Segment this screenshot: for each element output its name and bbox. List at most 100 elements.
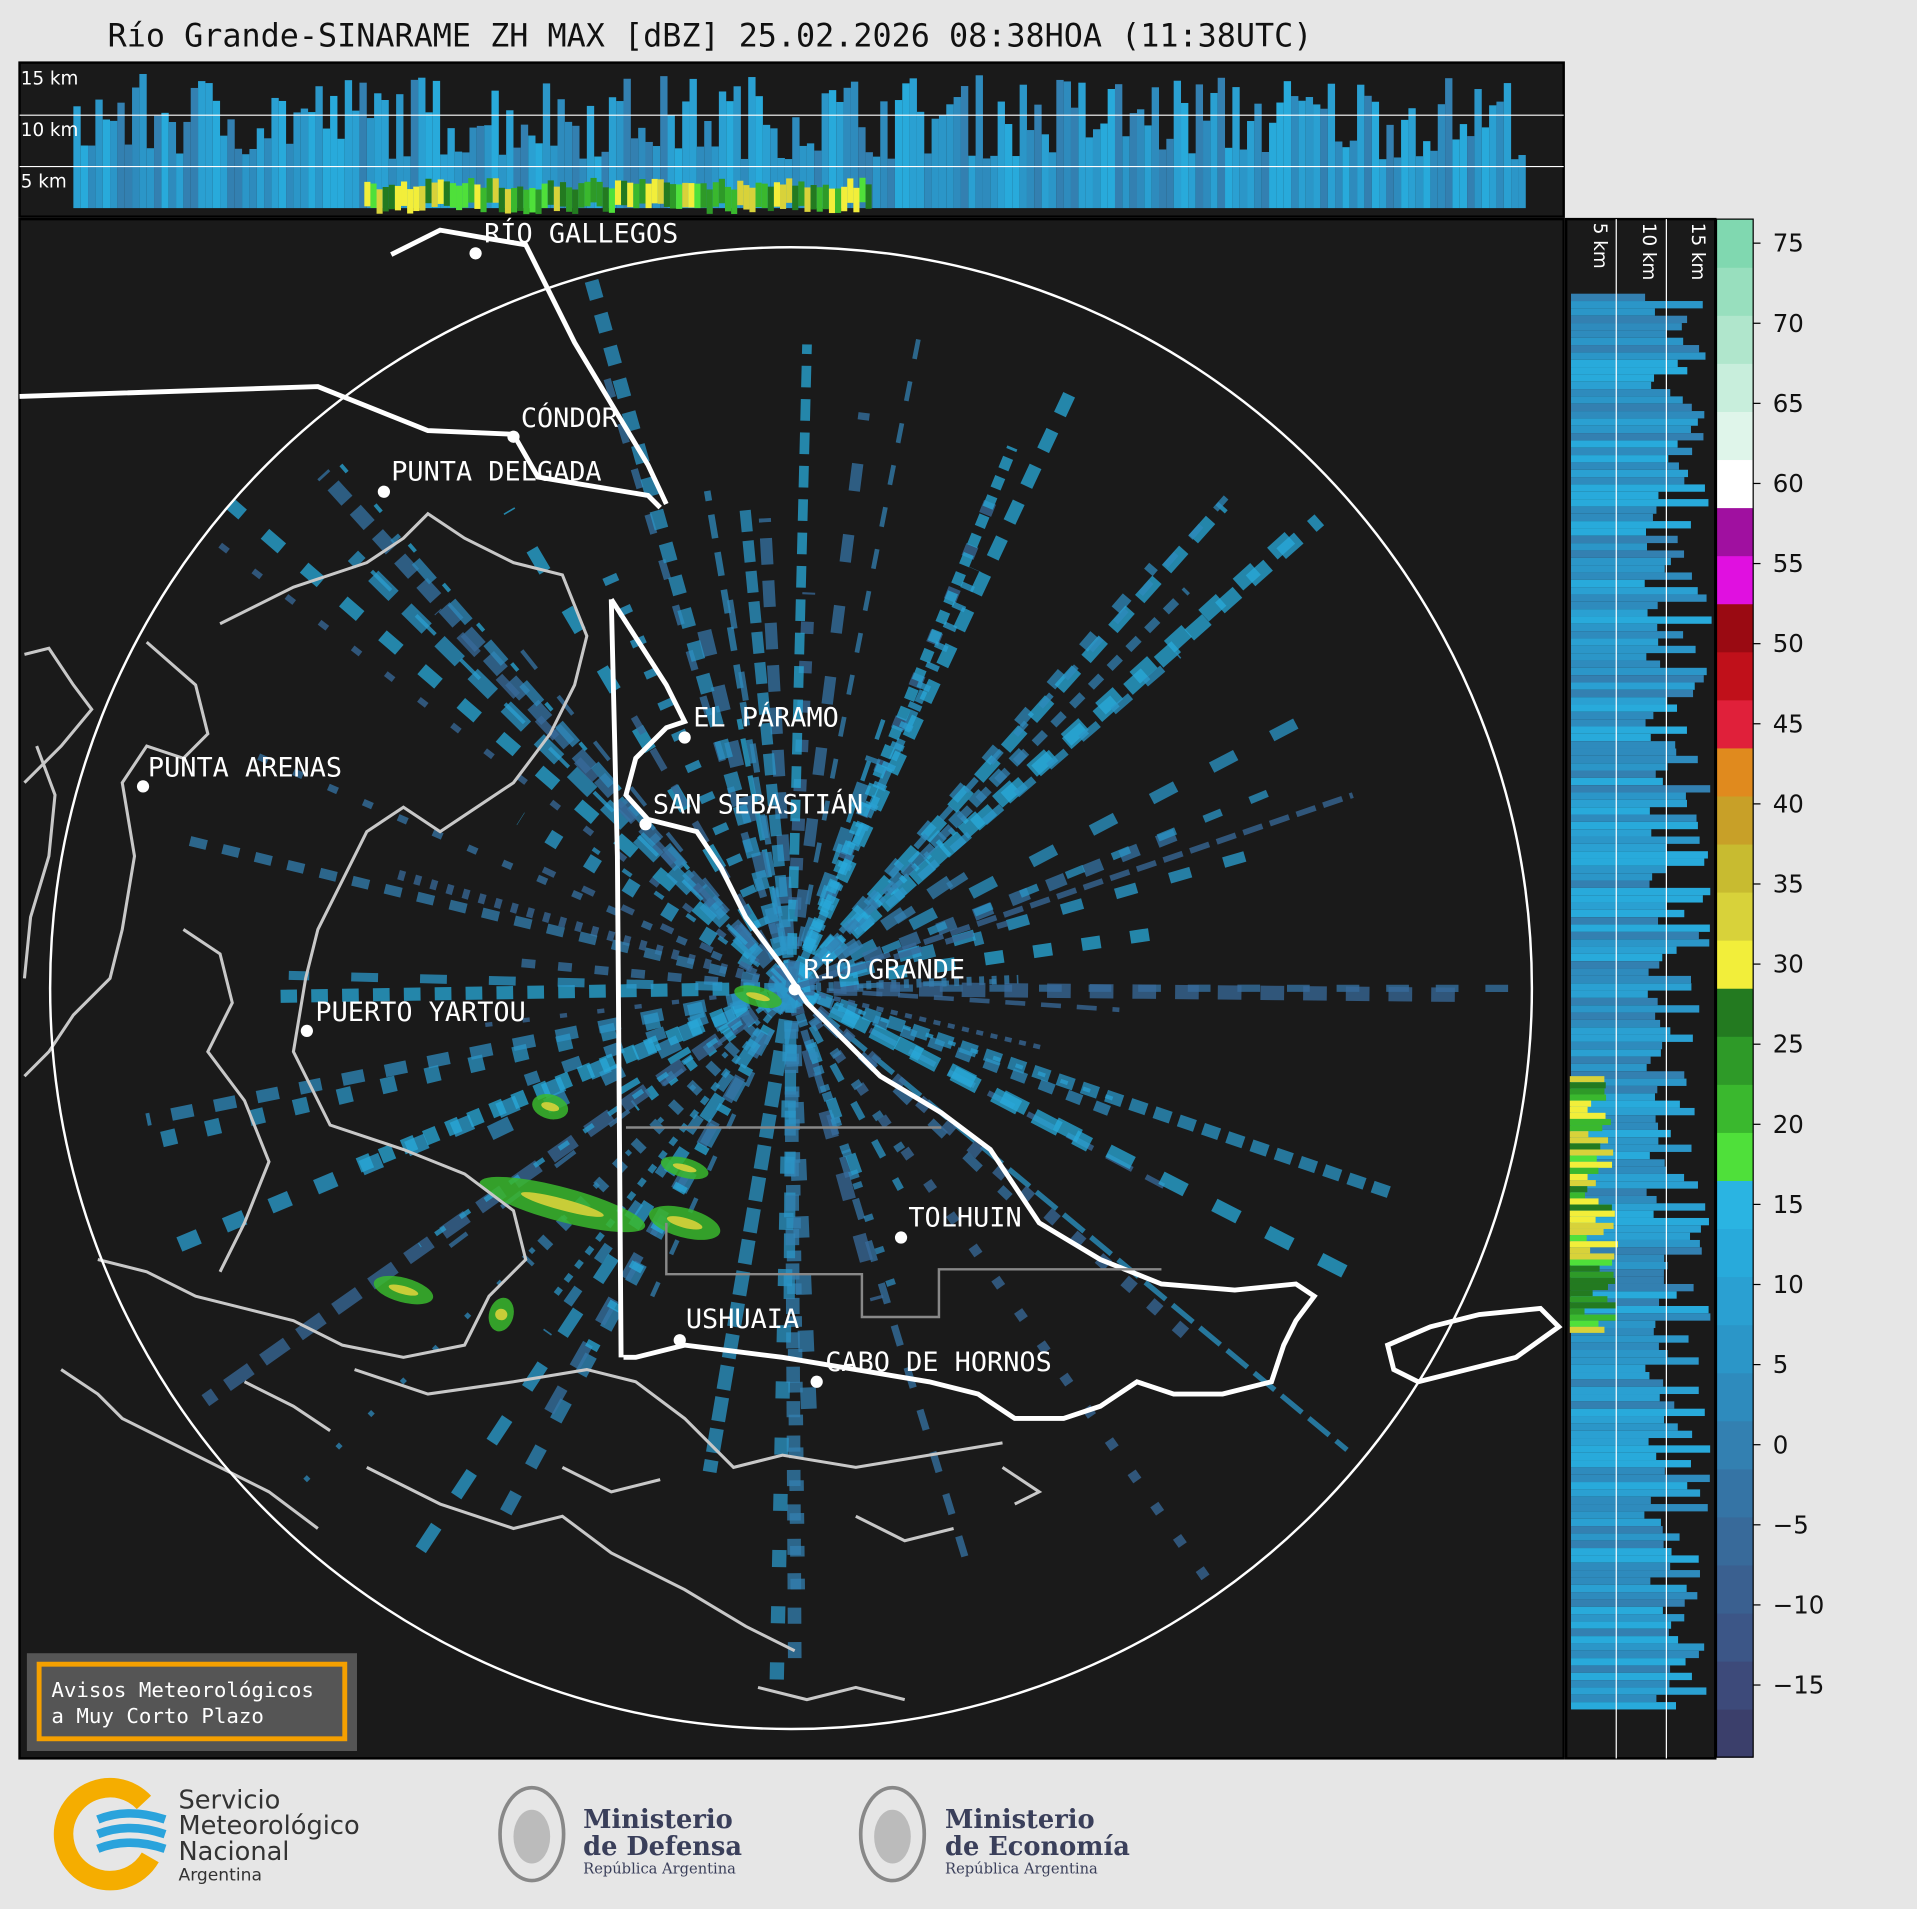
echo-core: [1569, 1222, 1614, 1229]
colorbar-tick-label: 75: [1773, 229, 1804, 258]
echo-row: [1571, 865, 1667, 874]
echo-column: [674, 148, 683, 209]
echo-row: [1571, 1416, 1665, 1424]
city-label: CABO DE HORNOS: [825, 1347, 1052, 1378]
echo-core: [1569, 1192, 1585, 1199]
echo-core: [841, 186, 848, 212]
echo-row: [1571, 895, 1703, 903]
echo-core: [749, 187, 756, 213]
echo-row: [1571, 440, 1678, 448]
echo-core: [755, 182, 762, 208]
echo-row: [1571, 1526, 1663, 1534]
echo-row: [1571, 1291, 1677, 1299]
radar-ray: [786, 514, 1325, 994]
echo-column: [1085, 137, 1093, 209]
echo-core: [596, 181, 603, 207]
echo-column: [498, 154, 507, 209]
echo-core: [712, 182, 719, 207]
echo-row: [1571, 814, 1697, 822]
echo-column: [608, 97, 617, 209]
radar-echoes: [135, 255, 1515, 1689]
echo-column: [1078, 82, 1086, 209]
echo-column: [1313, 104, 1321, 209]
radar-ray: [399, 984, 797, 1578]
echo-row: [1571, 374, 1655, 382]
echo-row: [1571, 491, 1659, 500]
echo-column: [1195, 84, 1204, 209]
colorbar-band: [1716, 363, 1754, 412]
legend-text: Avisos Meteorológicos: [51, 1678, 314, 1702]
echo-column: [359, 82, 367, 209]
echo-core: [1569, 1161, 1613, 1168]
echo-column: [1511, 159, 1519, 209]
echo-column: [102, 119, 111, 209]
echo-row: [1571, 609, 1648, 617]
echo-core: [792, 185, 799, 211]
echo-core: [1569, 1277, 1616, 1284]
echo-column: [1445, 78, 1453, 209]
echo-column: [916, 111, 925, 209]
echo-row: [1571, 1247, 1702, 1255]
city-dot: [678, 731, 691, 744]
echo-core: [1569, 1094, 1607, 1101]
radar-ray: [390, 533, 795, 992]
colorbar-frame: [1715, 218, 1754, 1758]
echo-row: [1571, 301, 1703, 309]
echo-row: [1571, 1063, 1647, 1072]
echo-core: [688, 183, 695, 208]
echo-core: [859, 177, 866, 203]
echo-column: [887, 158, 895, 209]
echo-row: [1571, 1327, 1654, 1336]
echo-core: [798, 181, 805, 206]
echo-row: [1571, 785, 1711, 793]
echo-row: [1571, 587, 1698, 595]
city-dot: [136, 780, 150, 793]
echo-column: [1415, 156, 1424, 209]
echo-column: [968, 155, 976, 209]
provinces: [625, 1126, 1162, 1319]
echo-column: [828, 90, 837, 209]
height-label: 15 km: [21, 69, 79, 90]
echo-column: [894, 100, 903, 209]
echo-row: [1571, 1107, 1695, 1116]
echo-core: [676, 184, 683, 209]
echo-column: [330, 95, 338, 209]
echo-row: [1571, 704, 1678, 712]
logo-text: Nacional: [178, 1837, 289, 1867]
colorbar-band: [1716, 1036, 1754, 1085]
convective-core: [541, 1102, 560, 1112]
echo-row: [1571, 968, 1649, 976]
echo-core: [773, 182, 781, 207]
echo-row: [1571, 1584, 1687, 1593]
echo-column: [117, 102, 125, 209]
echo-core: [492, 178, 499, 203]
echo-column: [249, 148, 257, 209]
echo-core: [1569, 1247, 1591, 1254]
echo-core: [804, 187, 811, 212]
echo-row: [1571, 741, 1676, 749]
radar-ray: [790, 927, 1152, 995]
echo-row: [1571, 1085, 1658, 1094]
echo-column: [1232, 87, 1240, 209]
echo-column: [198, 81, 206, 209]
echo-row: [1571, 1232, 1691, 1240]
echo-core: [663, 182, 670, 207]
echo-row: [1571, 1636, 1679, 1644]
echo-row: [1571, 1540, 1664, 1549]
echo-row: [1571, 1628, 1669, 1637]
echo-core: [1569, 1180, 1596, 1187]
radar-ray: [789, 788, 1271, 992]
echo-row: [1571, 484, 1705, 492]
echo-row: [1571, 477, 1685, 485]
echo-column: [132, 87, 140, 209]
echo-column: [1298, 100, 1306, 209]
echo-row: [1571, 873, 1653, 881]
echo-core: [822, 184, 829, 210]
radar-ray: [788, 587, 1190, 992]
echo-core: [449, 183, 457, 208]
echo-row: [1571, 418, 1698, 426]
echo-row: [1571, 1320, 1656, 1328]
echo-row: [1571, 535, 1678, 544]
logo-text: de Defensa: [583, 1832, 742, 1862]
echo-column: [374, 93, 382, 209]
